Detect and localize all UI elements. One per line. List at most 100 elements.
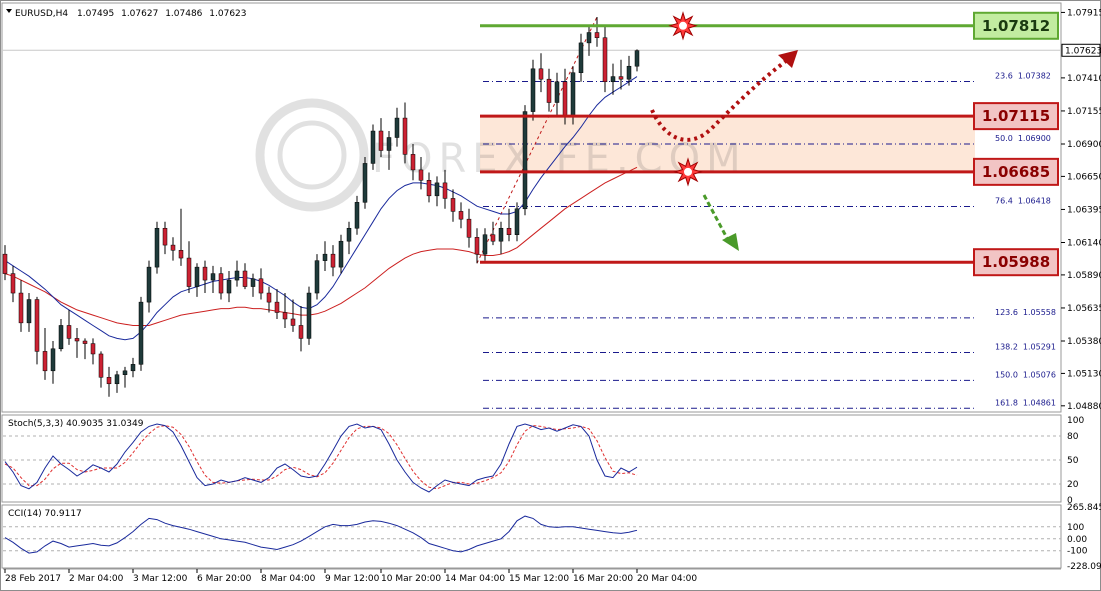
fib-price: 1.05558	[1023, 308, 1056, 317]
candle-body	[242, 270, 248, 287]
candle-body	[498, 227, 504, 242]
candle-body	[10, 273, 16, 294]
candle-body	[98, 353, 104, 378]
candle-body	[66, 325, 72, 339]
candle	[130, 357, 136, 378]
candle-body	[394, 117, 400, 138]
candle	[290, 299, 296, 332]
cci-panel[interactable]: CCI(14) 70.9117 265.8453 100 0.00 -100 -228.…	[1, 503, 1101, 572]
cci-axis-label: 0.00	[1067, 535, 1087, 545]
candle	[154, 221, 160, 274]
header-close: 1.07623	[209, 9, 246, 19]
candle-body	[266, 292, 272, 303]
fib-label: 138.2 1.05291	[995, 343, 1056, 352]
time-axis-label: 20 Mar 04:00	[637, 574, 697, 584]
candle	[506, 208, 512, 242]
candle	[242, 263, 248, 290]
time-axis: 28 Feb 2017 2 Mar 04:00 3 Mar 12:00 6 Mar 2…	[3, 568, 1061, 584]
fib-label: 76.4 1.06418	[995, 196, 1051, 205]
candle-body	[154, 227, 160, 268]
candle	[410, 143, 416, 181]
stochastic-panel-background	[1, 414, 1062, 503]
fib-ratio: 50.0	[995, 134, 1013, 143]
key-level-label: 1.07812	[982, 17, 1050, 35]
candle	[210, 265, 216, 294]
stochastic-panel[interactable]: Stoch(5,3,3) 40.9035 31.0349 100 80 50 20 0	[1, 414, 1084, 506]
price-axis-label: 1.05635	[1067, 304, 1101, 314]
fib-layer: 23.6 1.07382 50.0 1.06900 76.4 1.06418 123.6 1.…	[476, 16, 1056, 409]
price-axis-label: 1.07410	[1067, 74, 1101, 84]
candle	[170, 237, 176, 261]
candle-body	[202, 266, 208, 281]
arrow-head-icon	[778, 50, 798, 68]
candle-body	[50, 348, 56, 372]
arrow-head-icon	[722, 233, 739, 251]
candle-body	[274, 301, 280, 313]
candle-body	[146, 266, 152, 303]
candle-body	[42, 351, 48, 372]
candle-body	[162, 227, 168, 246]
header-low: 1.07486	[165, 9, 202, 19]
candle	[266, 286, 272, 313]
candle	[386, 131, 392, 170]
burst-core	[679, 21, 687, 30]
fib-price: 1.04861	[1023, 398, 1056, 407]
candle-body	[170, 244, 176, 251]
candle-body	[458, 211, 464, 220]
candle-body	[18, 292, 24, 324]
cci-panel-background	[1, 504, 1062, 569]
candle	[114, 370, 120, 393]
dropdown-triangle-icon[interactable]	[6, 9, 12, 13]
candle-body	[322, 253, 328, 261]
candle-body	[354, 202, 360, 229]
candle-body	[546, 78, 552, 103]
time-axis-label: 2 Mar 04:00	[69, 574, 124, 584]
candle-body	[554, 81, 560, 103]
fib-price: 1.06418	[1018, 196, 1051, 205]
fib-label: 50.0 1.06900	[995, 134, 1051, 143]
cci-axis-label: -100	[1067, 547, 1088, 557]
candle	[122, 366, 128, 388]
candle-body	[338, 240, 344, 268]
candle-body	[378, 130, 384, 151]
ma-slow-line	[4, 166, 638, 326]
candle-body	[282, 312, 288, 320]
candle	[474, 228, 480, 264]
candle-body	[138, 301, 144, 365]
candle-body	[618, 76, 624, 80]
candle-body	[466, 218, 472, 238]
candle	[490, 221, 496, 246]
price-panel-background	[1, 2, 1062, 413]
candle-body	[586, 32, 592, 44]
candle-body	[594, 32, 600, 38]
price-axis-label: 1.06395	[1067, 205, 1101, 215]
candle-body	[570, 72, 576, 116]
candle	[250, 273, 256, 297]
candle-body	[434, 182, 440, 197]
price-axis-label: 1.07915	[1067, 8, 1101, 18]
candle	[338, 234, 344, 274]
candle-body	[490, 234, 496, 242]
candle	[18, 280, 24, 332]
key-level-label: 1.06685	[982, 163, 1050, 181]
candle-body	[58, 325, 64, 350]
stochastic-axis-label: 20	[1067, 480, 1079, 490]
candle-body	[418, 169, 424, 181]
fib-label: 150.0 1.05076	[995, 370, 1056, 379]
svg-text:EURUSD,H4 1.07495: EURUSD,H4 1.07495 1.07627 1.07486 1.0762…	[15, 9, 247, 19]
candle	[258, 268, 264, 300]
time-axis-label: 16 Mar 20:00	[573, 574, 633, 584]
candle-body	[178, 250, 184, 259]
time-axis-label: 3 Mar 12:00	[133, 574, 188, 584]
candle	[442, 169, 448, 209]
candle	[162, 221, 168, 255]
candle-body	[194, 266, 200, 287]
candle	[322, 241, 328, 272]
current-price-box	[1061, 43, 1101, 57]
price-axis-label: 1.04880	[1067, 402, 1101, 412]
candle-body	[562, 81, 568, 116]
candle-body	[634, 50, 640, 67]
arrows-layer	[650, 11, 798, 251]
stochastic-main-line	[4, 423, 638, 493]
